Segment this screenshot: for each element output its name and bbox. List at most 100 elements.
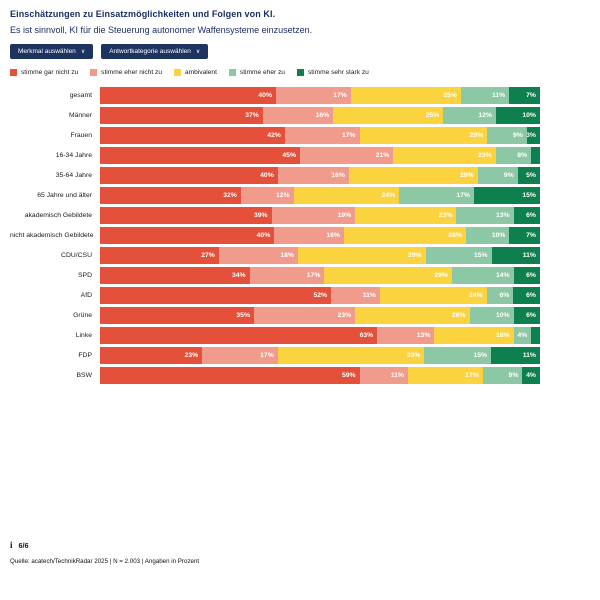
bar-segment[interactable]: 15% bbox=[473, 186, 540, 204]
bar-segment[interactable]: 24% bbox=[293, 186, 400, 204]
bar-segment[interactable]: 4% bbox=[522, 366, 540, 384]
bar-segment[interactable]: 29% bbox=[348, 166, 478, 184]
page-subtitle: Es ist sinnvoll, KI für die Steuerung au… bbox=[10, 25, 313, 35]
bar-segment[interactable]: 6% bbox=[513, 286, 540, 304]
bar-segment[interactable]: 15% bbox=[425, 246, 492, 264]
bar-segment[interactable]: 18% bbox=[218, 246, 298, 264]
segment-value-label: 33% bbox=[406, 351, 421, 359]
bar-segment[interactable]: 33% bbox=[277, 346, 425, 364]
row-label: akademisch Gebildete bbox=[24, 211, 92, 219]
segment-value-label: 6% bbox=[526, 211, 536, 219]
legend-label: stimme gar nicht zu bbox=[21, 69, 79, 76]
bar-segment[interactable]: 28% bbox=[343, 226, 466, 244]
bar-segment[interactable]: 14% bbox=[451, 266, 514, 284]
bar-segment[interactable]: 26% bbox=[355, 306, 470, 324]
bar-segment[interactable]: 25% bbox=[350, 86, 461, 104]
segment-value-label: 34% bbox=[231, 271, 246, 279]
bar-segment[interactable]: 23% bbox=[393, 146, 496, 164]
row-label: FDP bbox=[78, 351, 92, 359]
bar-segment[interactable]: 11% bbox=[491, 346, 540, 364]
bar-segment[interactable]: 17% bbox=[399, 186, 474, 204]
bar-segment[interactable]: 3% bbox=[526, 126, 540, 144]
bar-segment[interactable]: 29% bbox=[324, 266, 452, 284]
bar-segment[interactable]: 12% bbox=[240, 186, 294, 204]
bar-segment[interactable]: 6% bbox=[513, 266, 540, 284]
bar-segment[interactable]: 12% bbox=[443, 106, 496, 124]
bar-segment[interactable]: 17% bbox=[407, 366, 483, 384]
bar-segment[interactable]: 6% bbox=[513, 306, 540, 324]
bar-segment[interactable]: 15% bbox=[424, 346, 492, 364]
bar-segment[interactable]: 19% bbox=[271, 206, 356, 224]
segment-value-label: 17% bbox=[465, 371, 479, 379]
bar-segment[interactable]: 11% bbox=[491, 246, 540, 264]
bar-segment[interactable]: 17% bbox=[249, 266, 325, 284]
bar-segment[interactable]: 34% bbox=[100, 266, 250, 284]
bar-segment[interactable]: 29% bbox=[359, 126, 488, 144]
bar-segment[interactable]: 42% bbox=[100, 126, 285, 144]
source-note: Quelle: acatech/TechnikRadar 2025 | N = … bbox=[10, 558, 200, 565]
bar-segment[interactable]: 11% bbox=[460, 86, 510, 104]
bar-segment[interactable]: 10% bbox=[469, 306, 514, 324]
bar-segment[interactable]: 18% bbox=[434, 326, 514, 344]
bar-segment[interactable]: 37% bbox=[100, 106, 263, 124]
bar-segment[interactable]: 9% bbox=[482, 366, 523, 384]
legend-item: stimme gar nicht zu bbox=[10, 69, 78, 76]
bar-segment[interactable]: 63% bbox=[100, 326, 378, 344]
bar-segment[interactable]: 4% bbox=[513, 326, 532, 344]
bar-segment[interactable]: 10% bbox=[495, 106, 540, 124]
row-label: gesamt bbox=[69, 91, 92, 99]
bar-segment[interactable]: 24% bbox=[379, 286, 487, 304]
bar-segment[interactable]: 16% bbox=[262, 106, 334, 124]
bar-segment[interactable]: 59% bbox=[100, 366, 360, 384]
bar-segment[interactable]: 9% bbox=[487, 126, 527, 144]
segment-value-label: 11% bbox=[491, 91, 506, 99]
bar-segment[interactable]: 7% bbox=[509, 86, 540, 104]
segment-value-label: 11% bbox=[522, 351, 536, 359]
bar-segment[interactable]: 40% bbox=[100, 86, 276, 104]
chevron-down-icon: ∨ bbox=[195, 48, 201, 55]
bar-segment[interactable]: 17% bbox=[202, 346, 278, 364]
bar-segment[interactable]: 40% bbox=[100, 166, 278, 184]
bar-segment[interactable] bbox=[531, 326, 540, 344]
antwortkategorie-dropdown-button[interactable]: Antwortkategorie auswählen ∨ bbox=[101, 44, 209, 59]
bar-segment[interactable]: 23% bbox=[254, 306, 356, 324]
row-label: Männer bbox=[68, 111, 92, 119]
bar-segment[interactable]: 11% bbox=[331, 286, 380, 304]
merkmal-dropdown-button[interactable]: Merkmal auswählen ∨ bbox=[10, 44, 94, 59]
bar-segment[interactable]: 13% bbox=[377, 326, 435, 344]
bar-segment[interactable]: 27% bbox=[100, 246, 219, 264]
bar-segment[interactable]: 32% bbox=[100, 186, 241, 204]
bar-segment[interactable]: 17% bbox=[276, 86, 351, 104]
bar-segment[interactable]: 16% bbox=[277, 166, 349, 184]
bar-segment[interactable]: 29% bbox=[297, 246, 426, 264]
chart-row: BSW 59% 11% 17% 9% 4% bbox=[10, 365, 590, 385]
chart-row: 65 Jahre und älter 32% 12% 24% 17% 15% bbox=[10, 185, 590, 205]
bar-segment[interactable]: 8% bbox=[495, 146, 532, 164]
bar-segment[interactable]: 21% bbox=[300, 146, 394, 164]
bar-segment[interactable]: 13% bbox=[456, 206, 514, 224]
bar-segment[interactable]: 52% bbox=[100, 286, 332, 304]
bar-segment[interactable]: 25% bbox=[333, 106, 444, 124]
bar-segment[interactable]: 39% bbox=[100, 206, 272, 224]
segment-value-label: 10% bbox=[495, 311, 510, 319]
bar-segment[interactable]: 10% bbox=[465, 226, 510, 244]
antwortkategorie-dropdown-label: Antwortkategorie auswählen bbox=[109, 48, 191, 55]
bar-segment[interactable]: 23% bbox=[100, 346, 203, 364]
segment-value-label: 40% bbox=[258, 91, 272, 99]
bar-segment[interactable]: 17% bbox=[284, 126, 360, 144]
bar-segment[interactable] bbox=[531, 146, 540, 164]
segment-value-label: 40% bbox=[256, 231, 271, 239]
bar-segment[interactable]: 6% bbox=[486, 286, 514, 304]
bar-segment[interactable]: 45% bbox=[100, 146, 300, 164]
bar-segment[interactable]: 35% bbox=[100, 306, 254, 324]
bar-segment[interactable]: 11% bbox=[359, 366, 408, 384]
bar-segment[interactable]: 7% bbox=[509, 226, 540, 244]
stacked-bar: 39% 19% 23% 13% 6% bbox=[100, 206, 540, 224]
bar-segment[interactable]: 16% bbox=[274, 226, 344, 244]
bar-segment[interactable]: 23% bbox=[355, 206, 457, 224]
bar-segment[interactable]: 40% bbox=[100, 226, 275, 244]
bar-segment[interactable]: 6% bbox=[513, 206, 540, 224]
bar-segment[interactable]: 9% bbox=[477, 166, 518, 184]
bar-segment[interactable]: 5% bbox=[517, 166, 540, 184]
segment-value-label: 16% bbox=[326, 231, 340, 239]
